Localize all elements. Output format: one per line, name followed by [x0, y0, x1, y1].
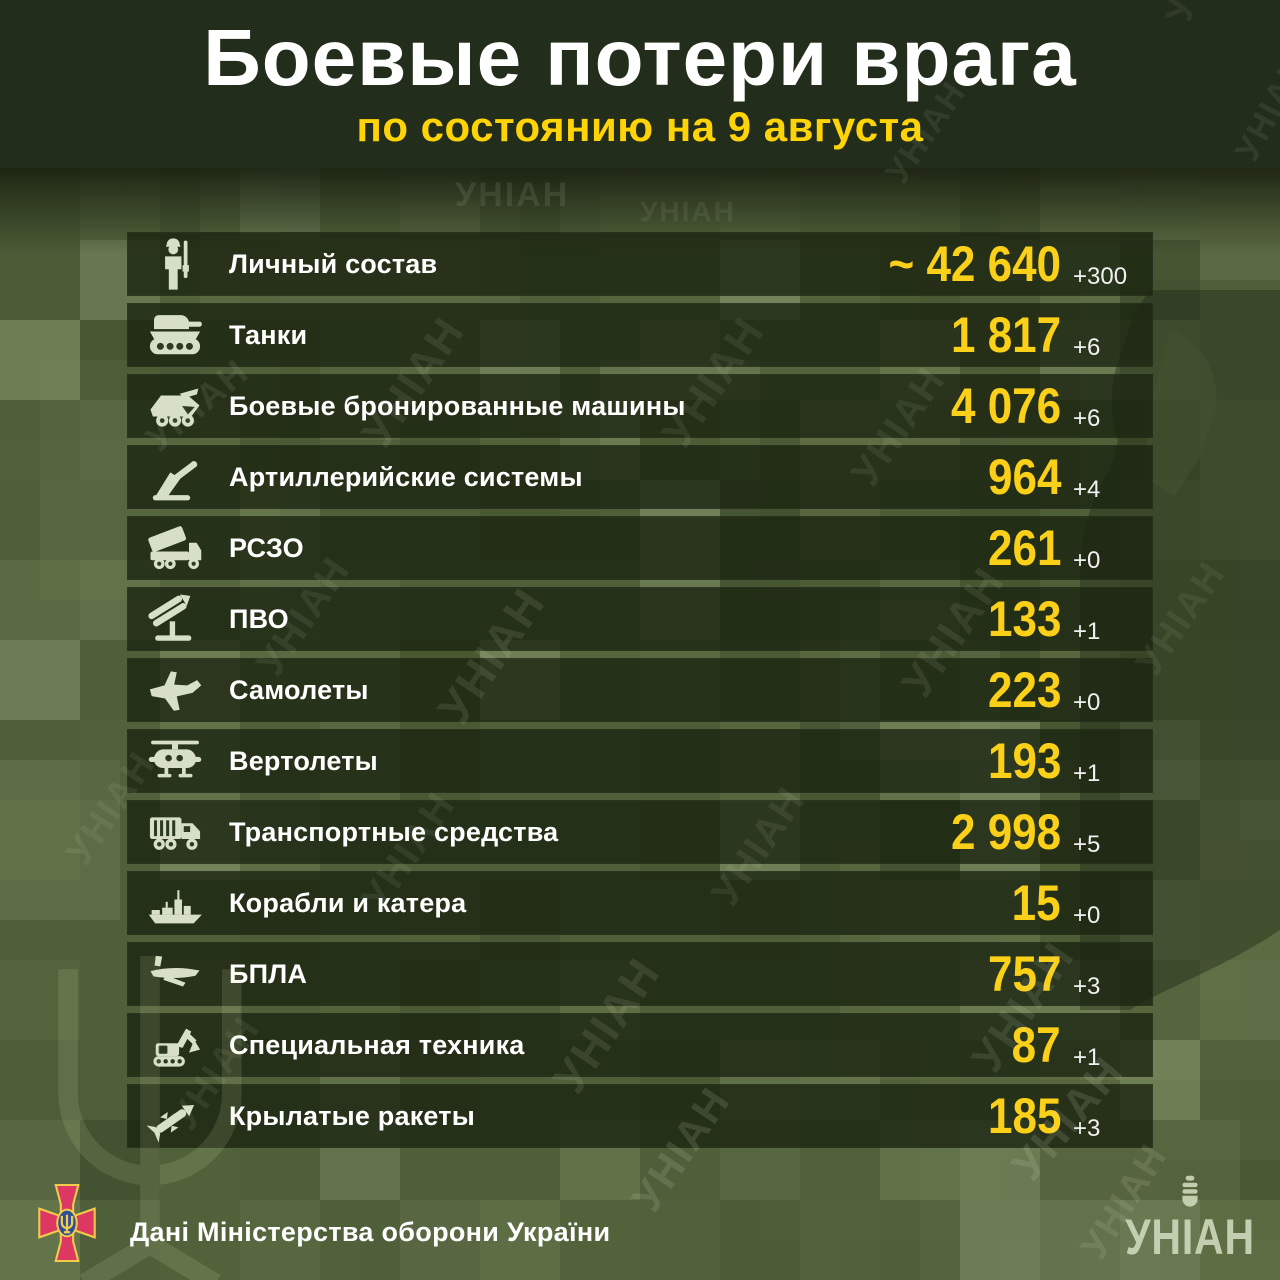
loss-total: 261	[987, 520, 1061, 576]
apc-icon	[147, 378, 203, 434]
loss-delta: +3	[1073, 1115, 1101, 1142]
loss-total: 4 076	[950, 378, 1061, 434]
loss-label: БПЛА	[229, 958, 308, 989]
loss-label: Артиллерийские системы	[229, 461, 583, 492]
loss-values: 193 +1	[978, 729, 1153, 793]
loss-total: 185	[987, 1088, 1061, 1144]
ship-icon	[147, 875, 203, 931]
loss-delta: +3	[1073, 973, 1101, 1000]
loss-label: Боевые бронированные машины	[229, 390, 686, 421]
loss-values: 2 998 +5	[936, 800, 1153, 864]
missile-icon	[147, 1088, 203, 1144]
loss-row: Транспортные средства 2 998 +5	[127, 800, 1153, 864]
loss-values: 15 +0	[1005, 871, 1153, 935]
data-source-text: Дані Міністерства оборони України	[130, 1217, 611, 1247]
loss-row: Крылатые ракеты 185 +3	[127, 1084, 1153, 1148]
footer-source: Дані Міністерства оборони України	[38, 1184, 610, 1262]
loss-label: РСЗО	[229, 532, 304, 563]
loss-total: 1 817	[950, 307, 1061, 363]
loss-delta: +300	[1073, 263, 1128, 290]
loss-row: Самолеты 223 +0	[127, 658, 1153, 722]
page-title: Боевые потери врага	[203, 13, 1077, 102]
loss-delta: +0	[1073, 689, 1101, 716]
loss-label: Вертолеты	[229, 745, 378, 776]
page-subtitle: по состоянию на 9 августа	[356, 102, 924, 150]
loss-label: Личный состав	[229, 248, 438, 279]
loss-label: Специальная техника	[229, 1029, 525, 1060]
helicopter-icon	[147, 733, 203, 789]
loss-total: 757	[987, 946, 1061, 1002]
unian-logo: УНІАН	[1108, 1174, 1272, 1262]
loss-total: 193	[987, 733, 1061, 789]
truck-icon	[147, 804, 203, 860]
loss-label: Транспортные средства	[229, 816, 559, 847]
drone-icon	[147, 946, 203, 1002]
mod-emblem-icon	[38, 1184, 96, 1262]
loss-row: Танки 1 817 +6	[127, 303, 1153, 367]
loss-values: 4 076 +6	[936, 374, 1153, 438]
jet-icon	[147, 662, 203, 718]
loss-label: Самолеты	[229, 674, 369, 705]
soldier-icon	[147, 236, 203, 292]
loss-row: Боевые бронированные машины 4 076 +6	[127, 374, 1153, 438]
loss-values: 223 +0	[978, 658, 1153, 722]
loss-total: 2 998	[950, 804, 1061, 860]
loss-values: 757 +3	[978, 942, 1153, 1006]
loss-values: 133 +1	[978, 587, 1153, 651]
loss-row: Личный состав ~ 42 640 +300	[127, 232, 1153, 296]
loss-row: БПЛА 757 +3	[127, 942, 1153, 1006]
air-defense-icon	[147, 591, 203, 647]
mlrs-icon	[147, 520, 203, 576]
loss-total: 133	[987, 591, 1061, 647]
loss-delta: +4	[1073, 476, 1101, 503]
loss-row: Специальная техника 87 +1	[127, 1013, 1153, 1077]
loss-values: 185 +3	[978, 1084, 1153, 1148]
loss-delta: +6	[1073, 405, 1101, 432]
microphone-icon	[1182, 1175, 1198, 1207]
header: Боевые потери врага по состоянию на 9 ав…	[0, 0, 1280, 168]
loss-values: 261 +0	[978, 516, 1153, 580]
loss-label: Танки	[229, 319, 308, 350]
loss-label: Корабли и катера	[229, 887, 467, 918]
tank-icon	[147, 307, 203, 363]
loss-values: 964 +4	[978, 445, 1153, 509]
loss-values: 1 817 +6	[936, 303, 1153, 367]
loss-total: 15	[1012, 875, 1061, 931]
unian-brand-text: УНІАН	[1125, 1209, 1255, 1265]
loss-delta: +1	[1073, 618, 1101, 645]
loss-total: 964	[987, 449, 1061, 505]
loss-row: Артиллерийские системы 964 +4	[127, 445, 1153, 509]
loss-row: Вертолеты 193 +1	[127, 729, 1153, 793]
loss-delta: +6	[1073, 334, 1101, 361]
loss-total: ~ 42 640	[888, 236, 1061, 292]
loss-label: ПВО	[229, 603, 289, 634]
loss-row: РСЗО 261 +0	[127, 516, 1153, 580]
loss-values: ~ 42 640 +300	[865, 232, 1153, 296]
loss-delta: +0	[1073, 902, 1101, 929]
loss-total: 87	[1012, 1017, 1061, 1073]
loss-delta: +1	[1073, 1044, 1101, 1071]
artillery-icon	[147, 449, 203, 505]
loss-values: 87 +1	[1005, 1013, 1153, 1077]
excavator-icon	[147, 1017, 203, 1073]
loss-delta: +1	[1073, 760, 1101, 787]
loss-label: Крылатые ракеты	[229, 1100, 475, 1131]
loss-delta: +5	[1073, 831, 1101, 858]
loss-total: 223	[987, 662, 1061, 718]
loss-delta: +0	[1073, 547, 1101, 574]
loss-row: Корабли и катера 15 +0	[127, 871, 1153, 935]
loss-row: ПВО 133 +1	[127, 587, 1153, 651]
